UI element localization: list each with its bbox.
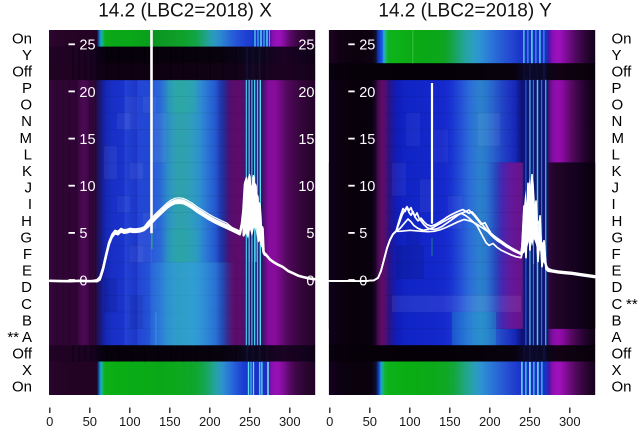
svg-text:L: L	[612, 146, 620, 163]
svg-text:250: 250	[519, 414, 541, 429]
svg-text:200: 200	[199, 414, 221, 429]
svg-text:14.2 (LBC2=2018) X: 14.2 (LBC2=2018) X	[98, 1, 272, 22]
svg-text:Off: Off	[612, 346, 633, 363]
svg-text:X: X	[22, 362, 32, 379]
svg-text:N: N	[612, 113, 623, 130]
svg-text:G: G	[20, 229, 32, 246]
svg-text:G: G	[612, 229, 624, 246]
svg-text:M: M	[612, 130, 625, 147]
svg-text:Off: Off	[12, 346, 33, 363]
svg-text:300: 300	[559, 414, 581, 429]
svg-text:Y: Y	[22, 47, 32, 64]
svg-text:5: 5	[359, 226, 367, 242]
svg-text:B: B	[612, 312, 622, 329]
svg-text:Off: Off	[12, 64, 33, 81]
svg-text:On: On	[12, 379, 32, 396]
svg-text:50: 50	[363, 414, 377, 429]
svg-text:D: D	[612, 279, 623, 296]
svg-text:I: I	[28, 196, 32, 213]
svg-text:100: 100	[399, 414, 421, 429]
svg-text:200: 200	[479, 414, 501, 429]
svg-text:D: D	[21, 279, 32, 296]
svg-text:L: L	[24, 146, 32, 163]
svg-text:15: 15	[298, 132, 314, 148]
svg-text:O: O	[20, 97, 32, 114]
svg-text:O: O	[612, 97, 624, 114]
svg-text:On: On	[12, 30, 32, 47]
svg-text:300: 300	[279, 414, 301, 429]
svg-text:H: H	[612, 213, 623, 230]
svg-text:150: 150	[439, 414, 461, 429]
svg-text:15: 15	[359, 132, 375, 148]
svg-text:100: 100	[119, 414, 141, 429]
svg-text:C: C	[21, 296, 32, 313]
svg-text:J: J	[612, 180, 620, 197]
svg-text:25: 25	[359, 38, 375, 54]
svg-text:I: I	[612, 196, 616, 213]
svg-text:15: 15	[79, 132, 95, 148]
svg-text:J: J	[25, 180, 33, 197]
svg-text:0: 0	[79, 273, 87, 289]
svg-text:5: 5	[79, 226, 87, 242]
svg-text:20: 20	[359, 85, 375, 101]
svg-text:Off: Off	[612, 64, 633, 81]
svg-text:X: X	[612, 362, 622, 379]
svg-text:0: 0	[46, 414, 53, 429]
svg-text:K: K	[22, 163, 32, 180]
svg-text:Y: Y	[612, 47, 622, 64]
svg-text:250: 250	[239, 414, 261, 429]
svg-text:20: 20	[298, 85, 314, 101]
svg-text:0: 0	[359, 273, 367, 289]
svg-text:10: 10	[298, 179, 314, 195]
svg-text:F: F	[23, 246, 32, 263]
svg-text:A: A	[612, 329, 622, 346]
svg-text:C: C	[612, 296, 623, 313]
svg-text:0: 0	[326, 414, 333, 429]
svg-text:20: 20	[79, 85, 95, 101]
svg-text:0: 0	[306, 273, 314, 289]
svg-text:**: **	[626, 296, 638, 313]
svg-text:P: P	[612, 80, 622, 97]
svg-text:25: 25	[79, 38, 95, 54]
svg-text:H: H	[21, 213, 32, 230]
svg-text:B: B	[22, 312, 32, 329]
svg-text:M: M	[20, 130, 33, 147]
svg-text:P: P	[22, 80, 32, 97]
svg-text:10: 10	[359, 179, 375, 195]
svg-text:On: On	[612, 379, 632, 396]
svg-text:50: 50	[83, 414, 97, 429]
svg-text:**: **	[7, 329, 19, 346]
svg-text:14.2 (LBC2=2018) Y: 14.2 (LBC2=2018) Y	[378, 1, 552, 22]
svg-text:10: 10	[79, 179, 95, 195]
svg-text:On: On	[612, 30, 632, 47]
svg-text:F: F	[612, 246, 621, 263]
svg-text:A: A	[22, 329, 32, 346]
svg-text:E: E	[612, 263, 622, 280]
svg-text:5: 5	[306, 226, 314, 242]
svg-text:E: E	[22, 263, 32, 280]
svg-text:150: 150	[159, 414, 181, 429]
svg-text:25: 25	[298, 38, 314, 54]
svg-text:N: N	[21, 113, 32, 130]
svg-text:K: K	[612, 163, 622, 180]
